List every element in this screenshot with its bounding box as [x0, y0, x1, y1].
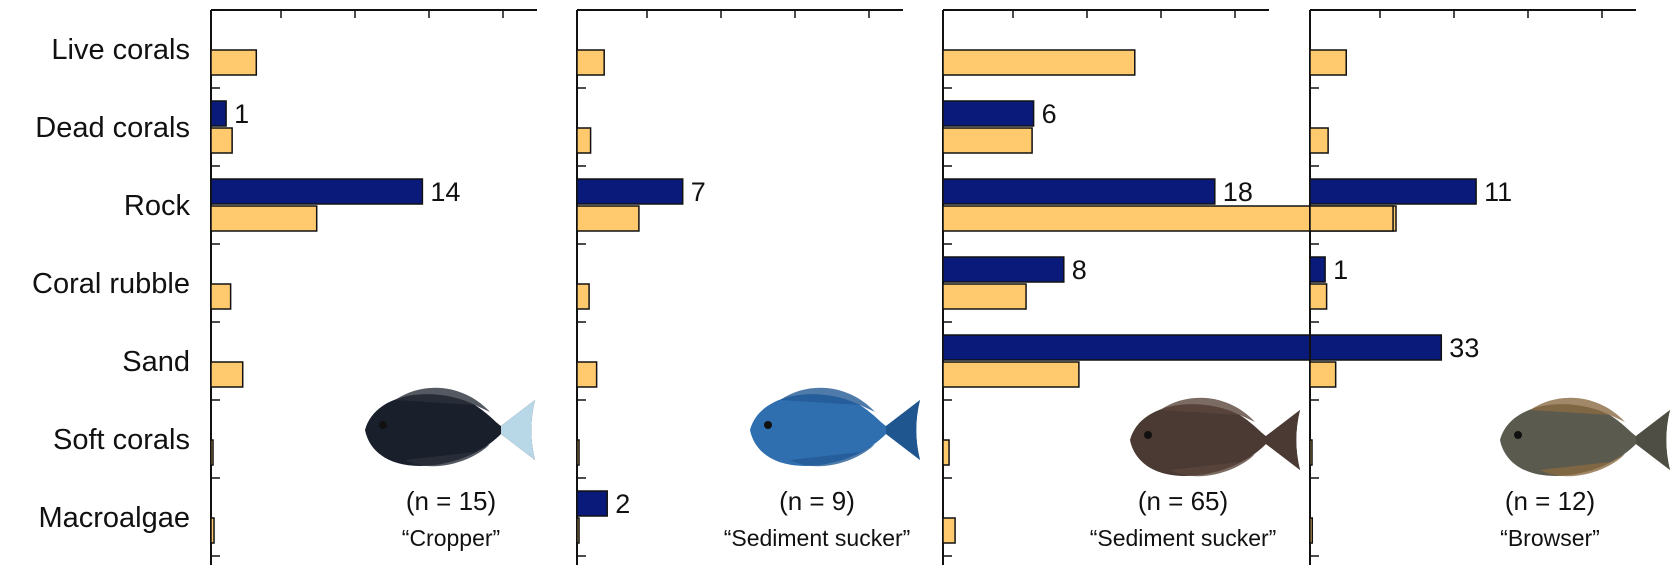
observed-bar [942, 178, 1216, 205]
available-bar [210, 205, 318, 232]
sample-size-label: (n = 65) [1138, 486, 1228, 516]
observed-bar-value-label: 33 [1449, 333, 1479, 363]
observed-bar [1309, 178, 1477, 205]
available-bar [942, 361, 1080, 388]
blue-surgeonfish-icon [750, 387, 920, 467]
category-label: Live corals [51, 34, 190, 66]
observed-bar [210, 178, 424, 205]
available-bar [942, 127, 1033, 154]
available-bar [576, 283, 590, 310]
observed-bar-value-label: 1 [1333, 255, 1348, 285]
category-label: Coral rubble [32, 268, 190, 300]
unicornfish-icon [1500, 397, 1670, 477]
available-bar [576, 49, 605, 76]
available-bar [210, 49, 258, 76]
available-bar [576, 517, 580, 544]
observed-bar-value-label: 7 [691, 177, 706, 207]
available-bar [210, 361, 244, 388]
available-bar [942, 49, 1136, 76]
category-label: Rock [124, 190, 191, 222]
feeding-guild-label: “Browser” [1500, 525, 1600, 551]
sample-size-label: (n = 15) [406, 486, 496, 516]
available-bar [1309, 283, 1328, 310]
available-bar [1309, 361, 1337, 388]
category-label: Soft corals [53, 424, 190, 456]
available-bar [210, 283, 232, 310]
feeding-guild-label: “Sediment sucker” [724, 525, 911, 551]
available-bar [942, 439, 950, 466]
feeding-guild-label: “Sediment sucker” [1090, 525, 1277, 551]
available-bar [942, 283, 1027, 310]
category-label: Dead corals [35, 112, 190, 144]
available-bar [210, 439, 214, 466]
available-bar [576, 439, 580, 466]
available-bar [210, 517, 215, 544]
sample-size-label: (n = 12) [1505, 486, 1595, 516]
observed-bar [942, 256, 1065, 283]
observed-bar [210, 100, 227, 127]
available-bar [1309, 127, 1329, 154]
sample-size-label: (n = 9) [779, 486, 855, 516]
available-bar [576, 127, 592, 154]
category-label: Macroalgae [38, 502, 190, 534]
available-bar [1309, 49, 1347, 76]
observed-bar-value-label: 14 [430, 177, 460, 207]
dark-surgeonfish-yellow-tail-icon [365, 387, 535, 467]
observed-bar-value-label: 8 [1072, 255, 1087, 285]
available-bar [210, 127, 233, 154]
observed-bar-value-label: 6 [1042, 99, 1057, 129]
feeding-guild-label: “Cropper” [402, 525, 500, 551]
available-bar [1309, 205, 1394, 232]
category-label: Sand [122, 346, 190, 378]
observed-bar [1309, 256, 1326, 283]
observed-bar-value-label: 11 [1484, 177, 1512, 207]
available-bar [576, 205, 640, 232]
available-bar [576, 361, 598, 388]
observed-bar-value-label: 18 [1223, 177, 1253, 207]
observed-bar-value-label: 1 [234, 99, 249, 129]
observed-bar-value-label: 2 [615, 489, 630, 519]
available-bar [1309, 439, 1313, 466]
observed-bar [942, 334, 1443, 361]
observed-bar [576, 178, 684, 205]
brown-surgeonfish-icon [1130, 397, 1300, 477]
available-bar [1309, 517, 1314, 544]
observed-bar [942, 100, 1035, 127]
observed-bar [576, 490, 608, 517]
available-bar [942, 517, 956, 544]
